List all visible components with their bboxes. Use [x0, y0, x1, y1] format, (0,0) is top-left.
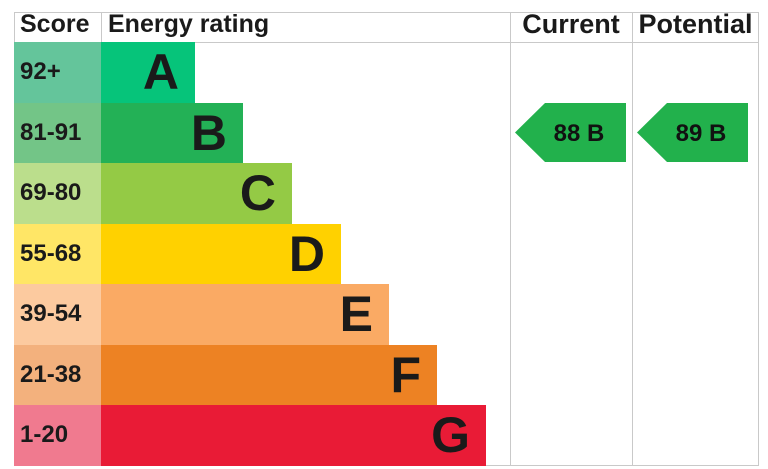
svg-text:89 B: 89 B — [676, 120, 727, 147]
svg-text:88 B: 88 B — [554, 120, 605, 147]
